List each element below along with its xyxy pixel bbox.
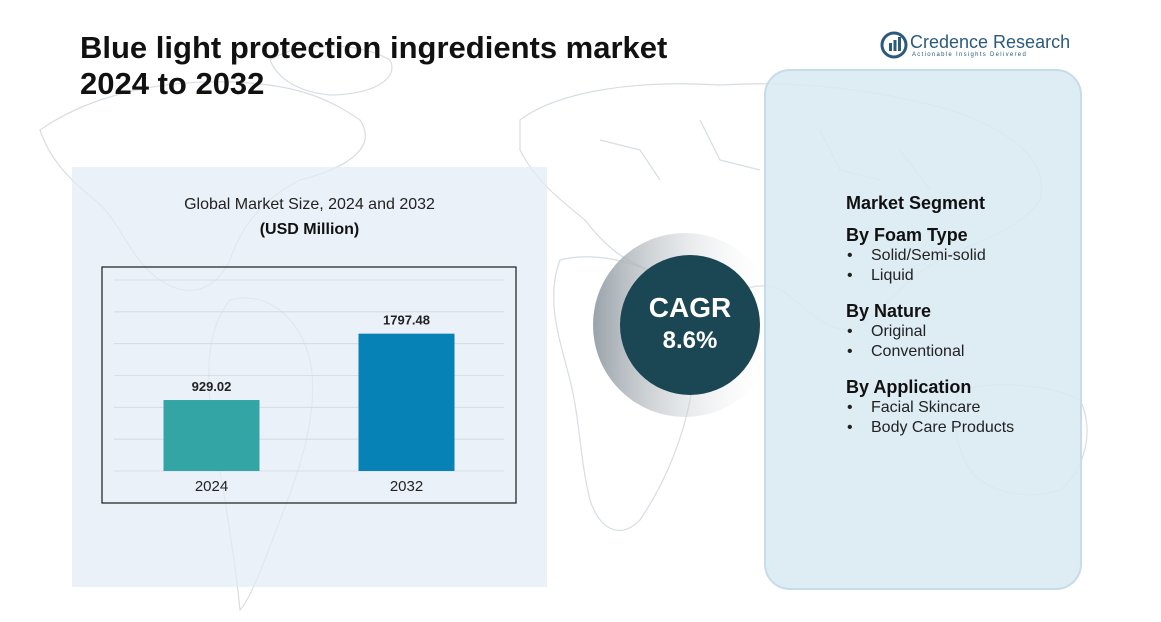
page-title: Blue light protection ingredients market… (80, 30, 667, 102)
segment-item: Liquid (846, 266, 1076, 286)
chart-title: Global Market Size, 2024 and 2032 (184, 196, 435, 213)
brand-logo-icon (880, 31, 908, 59)
segment-title: By Foam Type (846, 225, 968, 245)
chart-unit: (USD Million) (259, 221, 360, 238)
chart-frame (101, 266, 517, 504)
segment-item: Solid/Semi-solid (846, 246, 1076, 266)
bar-2024 (163, 400, 260, 471)
segment-heading: Market Segment (846, 193, 986, 213)
x-tick-label: 2032 (390, 478, 423, 495)
brand-tagline: Actionable Insights Delivered (912, 52, 1028, 58)
cagr-value: 8.6% (662, 327, 718, 354)
segments-list: Market Segment By Foam Type Solid/Semi-s… (846, 193, 1076, 452)
segment-group-foam-type: By Foam Type Solid/Semi-solid Liquid (846, 224, 1076, 286)
segment-group-nature: By Nature Original Conventional (846, 300, 1076, 362)
brand-logo: Credence Research Actionable Insights De… (880, 30, 1070, 62)
brand-name: Credence Research (910, 32, 1071, 52)
bar-2032 (358, 333, 455, 471)
chart-panel (72, 167, 547, 587)
chart-labels: 929.02 2024 1797.48 2032 (192, 313, 430, 495)
segment-item: Facial Skincare (846, 398, 1076, 418)
segment-item: Conventional (846, 342, 1076, 362)
segment-item: Body Care Products (846, 418, 1076, 438)
segment-group-application: By Application Facial Skincare Body Care… (846, 376, 1076, 438)
data-label: 1797.48 (383, 313, 430, 328)
data-label: 929.02 (192, 379, 232, 394)
segment-item: Original (846, 322, 1076, 342)
segment-title: By Application (846, 377, 972, 397)
cagr-label: CAGR (648, 292, 732, 323)
chart-bars (163, 333, 455, 471)
cagr-circle (620, 255, 760, 395)
title-line-1: Blue light protection ingredients market (80, 30, 668, 65)
title-line-2: 2024 to 2032 (80, 66, 265, 101)
x-tick-label: 2024 (195, 478, 228, 495)
cagr-badge (593, 233, 770, 417)
segment-title: By Nature (846, 301, 932, 321)
